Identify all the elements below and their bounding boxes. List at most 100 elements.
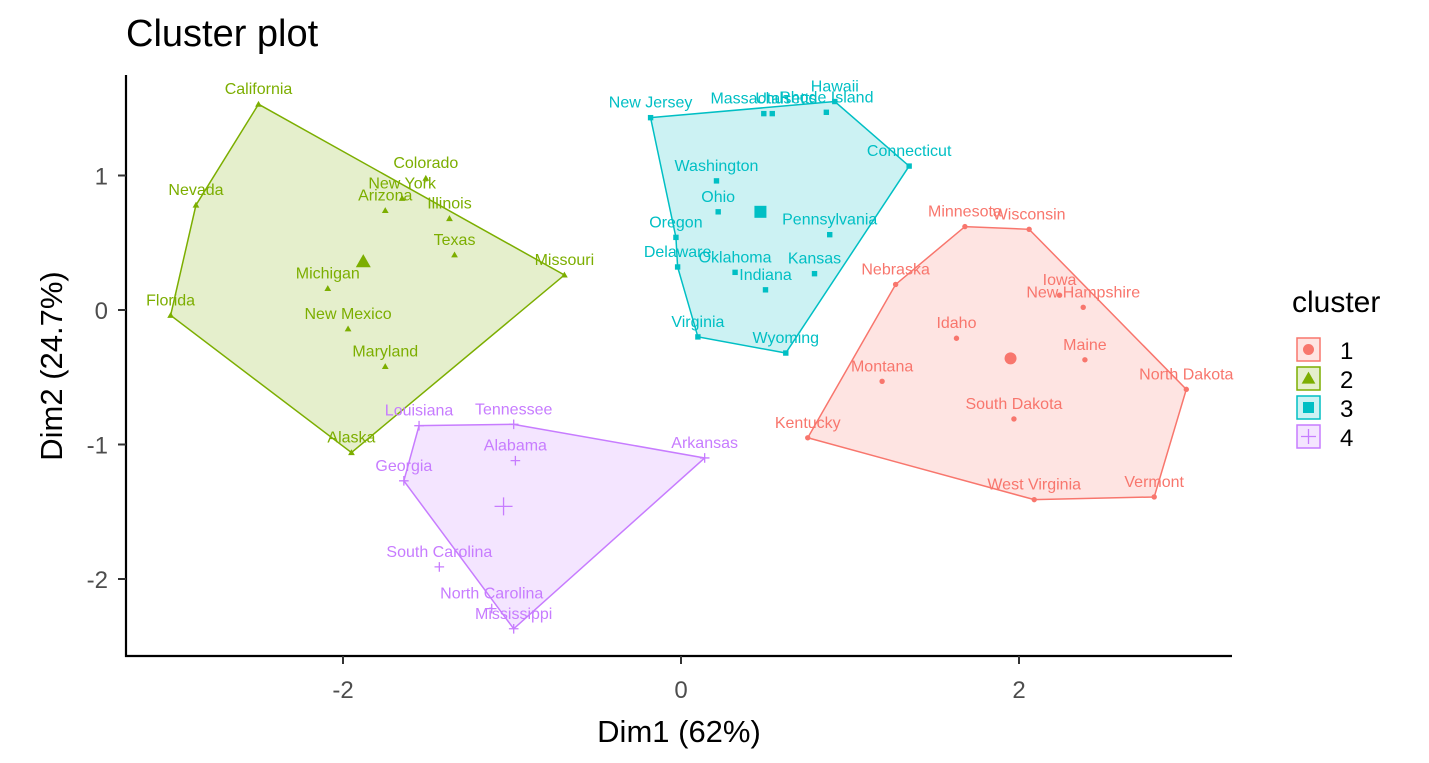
label-rhode-island: Rhode Island (779, 89, 873, 106)
label-oregon: Oregon (649, 214, 702, 231)
label-minnesota: Minnesota (928, 204, 1002, 221)
cluster-3-hull (649, 100, 911, 354)
label-alaska: Alaska (327, 430, 375, 447)
label-washington: Washington (675, 158, 759, 175)
point-new-york (398, 194, 406, 201)
y-tick-label: -2 (87, 567, 108, 594)
legend-marker-4 (1301, 429, 1316, 444)
point-south-dakota (1011, 416, 1017, 422)
label-michigan: Michigan (296, 265, 360, 282)
y-tick-label: 0 (95, 298, 108, 325)
point-new-hampshire (1080, 304, 1086, 311)
point-virginia (695, 334, 701, 340)
label-oklahoma: Oklahoma (699, 249, 772, 266)
cluster-1-center (1004, 352, 1017, 365)
point-south-carolina (434, 562, 445, 572)
point-nevada (192, 201, 200, 208)
point-alaska (348, 449, 355, 456)
point-washington (713, 178, 720, 184)
cluster-2-hull (169, 103, 566, 454)
point-illinois (446, 215, 453, 222)
point-north-carolina (486, 603, 497, 614)
chart-title: Cluster plot (126, 13, 319, 55)
label-nevada: Nevada (168, 182, 223, 199)
label-connecticut: Connecticut (867, 143, 952, 160)
label-kentucky: Kentucky (775, 415, 841, 432)
point-hawaii (832, 98, 838, 105)
label-maine: Maine (1063, 337, 1107, 354)
point-montana (879, 378, 885, 384)
label-south-carolina: South Carolina (386, 544, 492, 561)
label-mississippi: Mississippi (475, 606, 552, 623)
label-new-jersey: New Jersey (609, 95, 693, 112)
label-north-dakota: North Dakota (1139, 366, 1233, 383)
legend-title: cluster (1292, 286, 1380, 319)
point-connecticut (906, 163, 912, 169)
label-ohio: Ohio (701, 189, 735, 206)
legend-marker-3 (1303, 402, 1314, 413)
label-new-york: New York (368, 175, 437, 192)
label-utah: Utah (755, 91, 789, 108)
label-wyoming: Wyoming (753, 330, 820, 347)
point-wyoming (783, 350, 789, 356)
legend-label-4: 4 (1340, 425, 1353, 452)
point-minnesota (962, 223, 968, 230)
label-missouri: Missouri (535, 252, 595, 269)
label-florida: Florida (146, 292, 195, 309)
x-axis-title: Dim1 (62%) (597, 714, 761, 749)
point-utah (769, 110, 775, 117)
cluster-3-center (754, 205, 767, 218)
point-louisiana (414, 420, 424, 431)
label-illinois: Illinois (427, 196, 471, 213)
point-arizona (381, 207, 389, 214)
legend-marker-2 (1301, 371, 1316, 384)
point-idaho (953, 335, 960, 341)
point-texas (451, 251, 458, 258)
label-montana: Montana (851, 358, 913, 375)
label-west-virginia: West Virginia (987, 477, 1081, 494)
label-south-dakota: South Dakota (965, 396, 1062, 413)
y-axis-title: Dim2 (24.7%) (34, 271, 69, 461)
point-ohio (715, 209, 721, 215)
point-iowa (1056, 292, 1063, 298)
point-colorado (422, 174, 430, 181)
point-missouri (561, 271, 568, 278)
point-mississippi (508, 623, 519, 634)
point-kansas (811, 270, 818, 277)
point-rhode-island (823, 109, 830, 115)
label-delaware: Delaware (644, 244, 712, 261)
cluster-4-center (494, 497, 513, 516)
label-massachusetts: Massachusetts (710, 91, 817, 108)
point-georgia (399, 476, 409, 486)
legend-marker-1 (1303, 344, 1314, 355)
legend-label-3: 3 (1340, 396, 1353, 423)
x-tick-label: 2 (1012, 677, 1025, 704)
label-virginia: Virginia (671, 314, 724, 331)
point-vermont (1151, 494, 1157, 500)
point-arkansas (699, 453, 710, 463)
label-maryland: Maryland (352, 343, 418, 360)
axes (124, 75, 1232, 658)
point-florida (167, 312, 174, 318)
label-tennessee: Tennessee (475, 401, 552, 418)
label-pennsylvania: Pennsylvania (782, 212, 877, 229)
point-new-mexico (344, 325, 352, 332)
y-tick-label: -1 (87, 433, 108, 460)
point-maryland (381, 363, 389, 370)
cluster-4-hull (403, 423, 707, 630)
point-delaware (674, 264, 681, 270)
label-california: California (225, 81, 293, 98)
cluster-hulls (169, 100, 1188, 630)
point-north-dakota (1183, 386, 1190, 393)
label-indiana: Indiana (739, 267, 792, 284)
axis-ticks: -2 0 2 -2 -1 0 1 (87, 164, 1026, 705)
point-indiana (762, 287, 769, 293)
label-arkansas: Arkansas (671, 435, 738, 452)
point-new-jersey (647, 114, 654, 121)
x-tick-label: -2 (332, 677, 353, 704)
point-oklahoma (732, 269, 738, 276)
point-california (255, 100, 262, 107)
label-hawaii: Hawaii (811, 79, 859, 96)
